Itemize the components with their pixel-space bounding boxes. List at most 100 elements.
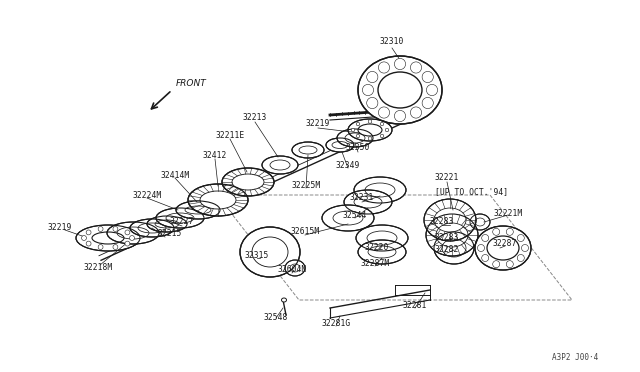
Text: 32287: 32287 xyxy=(493,238,517,247)
Text: 32225M: 32225M xyxy=(291,180,321,189)
Ellipse shape xyxy=(348,119,392,141)
Text: 32283: 32283 xyxy=(435,232,459,241)
Text: 32412: 32412 xyxy=(203,151,227,160)
Ellipse shape xyxy=(222,168,274,196)
Ellipse shape xyxy=(517,254,524,262)
Ellipse shape xyxy=(482,254,489,262)
Text: 32350: 32350 xyxy=(346,144,370,153)
Ellipse shape xyxy=(368,137,372,140)
Ellipse shape xyxy=(344,190,392,214)
Ellipse shape xyxy=(475,226,531,270)
Ellipse shape xyxy=(493,228,500,235)
Text: 32315: 32315 xyxy=(245,250,269,260)
Text: A3P2 J00·4: A3P2 J00·4 xyxy=(552,353,598,362)
Ellipse shape xyxy=(337,129,373,147)
Ellipse shape xyxy=(378,107,390,118)
Ellipse shape xyxy=(367,97,378,109)
Text: 32283: 32283 xyxy=(430,218,454,227)
Ellipse shape xyxy=(326,138,354,152)
Text: 32211E: 32211E xyxy=(216,131,244,140)
Text: 32544: 32544 xyxy=(343,211,367,219)
Ellipse shape xyxy=(125,230,130,235)
Ellipse shape xyxy=(86,230,91,235)
Ellipse shape xyxy=(477,244,484,251)
Ellipse shape xyxy=(422,71,433,83)
Ellipse shape xyxy=(356,225,408,251)
Text: 32219: 32219 xyxy=(48,224,72,232)
Ellipse shape xyxy=(98,244,103,250)
Ellipse shape xyxy=(426,214,478,256)
Ellipse shape xyxy=(98,227,103,231)
Text: 32220: 32220 xyxy=(365,244,389,253)
Ellipse shape xyxy=(130,219,174,237)
Ellipse shape xyxy=(86,241,91,246)
Ellipse shape xyxy=(410,107,422,118)
Text: 32221: 32221 xyxy=(435,173,459,183)
Ellipse shape xyxy=(354,177,406,203)
Text: 32604N: 32604N xyxy=(277,266,307,275)
Text: 32218M: 32218M xyxy=(83,263,113,273)
Ellipse shape xyxy=(362,84,374,96)
Ellipse shape xyxy=(493,261,500,268)
Ellipse shape xyxy=(506,261,513,268)
Text: 32282: 32282 xyxy=(435,246,459,254)
Text: 32213: 32213 xyxy=(243,113,267,122)
Ellipse shape xyxy=(356,134,360,138)
Ellipse shape xyxy=(422,97,433,109)
Ellipse shape xyxy=(322,205,374,231)
Ellipse shape xyxy=(147,216,187,232)
Text: 32227: 32227 xyxy=(170,218,194,227)
Text: 32548: 32548 xyxy=(264,314,288,323)
Ellipse shape xyxy=(394,58,406,70)
Ellipse shape xyxy=(76,225,140,251)
Ellipse shape xyxy=(358,56,442,124)
Text: 32287M: 32287M xyxy=(360,259,390,267)
Text: 32215: 32215 xyxy=(158,230,182,238)
Text: 32219: 32219 xyxy=(306,119,330,128)
Ellipse shape xyxy=(394,110,406,122)
Text: 32224M: 32224M xyxy=(132,190,162,199)
Ellipse shape xyxy=(81,235,86,240)
Ellipse shape xyxy=(188,184,248,216)
Ellipse shape xyxy=(368,120,372,123)
Ellipse shape xyxy=(522,244,529,251)
Ellipse shape xyxy=(156,208,204,228)
Ellipse shape xyxy=(282,298,287,302)
Ellipse shape xyxy=(113,244,118,250)
Ellipse shape xyxy=(356,122,360,126)
Ellipse shape xyxy=(351,128,355,132)
Ellipse shape xyxy=(380,122,384,126)
Ellipse shape xyxy=(378,62,390,73)
Ellipse shape xyxy=(385,128,388,132)
Ellipse shape xyxy=(240,227,300,277)
Text: 32221M: 32221M xyxy=(493,208,523,218)
Ellipse shape xyxy=(424,199,476,241)
Text: 32281G: 32281G xyxy=(321,320,351,328)
Text: FRONT: FRONT xyxy=(176,79,207,88)
Ellipse shape xyxy=(113,227,118,231)
Text: [UP TO OCT.'94]: [UP TO OCT.'94] xyxy=(435,187,509,196)
Ellipse shape xyxy=(470,214,490,230)
Ellipse shape xyxy=(482,234,489,241)
Ellipse shape xyxy=(129,235,134,240)
Ellipse shape xyxy=(292,142,324,158)
Text: 32231: 32231 xyxy=(350,193,374,202)
Ellipse shape xyxy=(506,228,513,235)
Text: 32310: 32310 xyxy=(380,38,404,46)
Ellipse shape xyxy=(367,71,378,83)
Ellipse shape xyxy=(434,232,474,264)
Ellipse shape xyxy=(380,134,384,138)
Text: 32349: 32349 xyxy=(336,160,360,170)
Ellipse shape xyxy=(176,201,220,219)
Ellipse shape xyxy=(517,234,524,241)
Ellipse shape xyxy=(410,62,422,73)
Ellipse shape xyxy=(426,84,438,96)
Text: 32281: 32281 xyxy=(403,301,427,310)
Ellipse shape xyxy=(125,241,130,246)
Ellipse shape xyxy=(107,222,159,244)
Ellipse shape xyxy=(285,260,305,276)
Text: 32615M: 32615M xyxy=(291,228,319,237)
Text: 32414M: 32414M xyxy=(161,170,189,180)
Ellipse shape xyxy=(262,156,298,174)
Ellipse shape xyxy=(358,240,406,264)
